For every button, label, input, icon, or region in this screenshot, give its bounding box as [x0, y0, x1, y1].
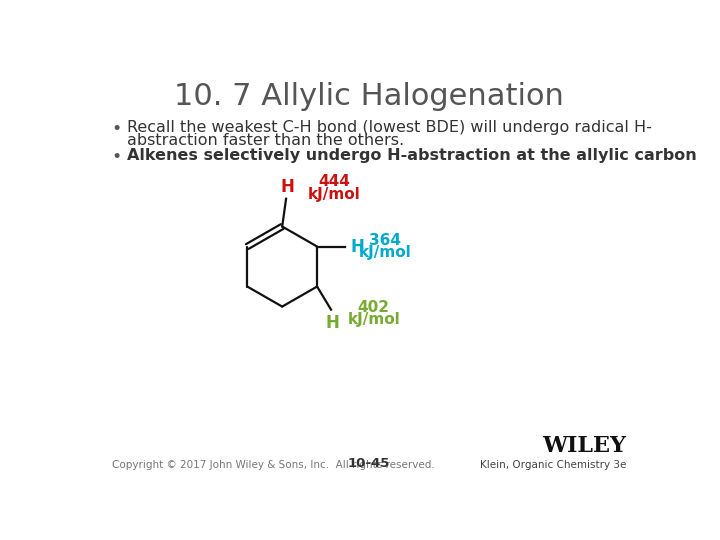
- Text: Alkenes selectively undergo H-abstraction at the allylic carbon: Alkenes selectively undergo H-abstractio…: [127, 148, 697, 163]
- Text: kJ/mol: kJ/mol: [307, 187, 361, 201]
- Text: •: •: [112, 148, 122, 166]
- Text: 402: 402: [358, 300, 390, 315]
- Text: Recall the weakest C-H bond (lowest BDE) will undergo radical H-: Recall the weakest C-H bond (lowest BDE)…: [127, 120, 652, 135]
- Text: H: H: [351, 238, 364, 255]
- Text: 364: 364: [369, 233, 401, 248]
- Text: Klein, Organic Chemistry 3e: Klein, Organic Chemistry 3e: [480, 460, 626, 470]
- Text: 10. 7 Allylic Halogenation: 10. 7 Allylic Halogenation: [174, 82, 564, 111]
- Text: •: •: [112, 120, 122, 138]
- Text: 10-45: 10-45: [348, 457, 390, 470]
- Text: Copyright © 2017 John Wiley & Sons, Inc.  All rights reserved.: Copyright © 2017 John Wiley & Sons, Inc.…: [112, 460, 434, 470]
- Text: H: H: [281, 178, 294, 195]
- Text: WILEY: WILEY: [542, 435, 626, 457]
- Text: kJ/mol: kJ/mol: [347, 312, 400, 327]
- Text: kJ/mol: kJ/mol: [359, 245, 412, 260]
- Text: abstraction faster than the others.: abstraction faster than the others.: [127, 132, 405, 147]
- Text: H: H: [325, 314, 340, 332]
- Text: 444: 444: [318, 174, 350, 190]
